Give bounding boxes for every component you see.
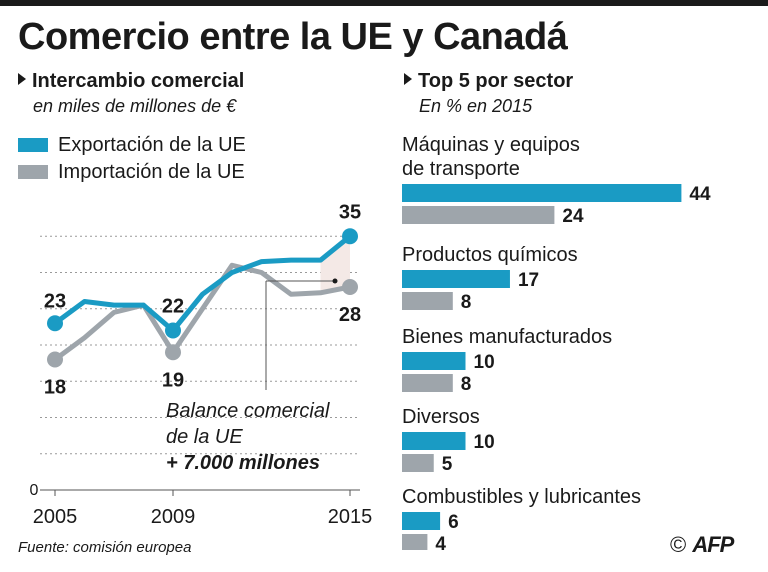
import-value-label: 18	[44, 377, 66, 399]
category-label: Máquinas y equipos	[402, 134, 580, 156]
import-bar	[402, 374, 453, 392]
export-bar	[402, 352, 466, 370]
category-label: Bienes manufacturados	[402, 326, 612, 348]
export-bar	[402, 270, 510, 288]
annotation-line2: de la UE	[166, 426, 243, 448]
export-value-label: 23	[44, 290, 66, 312]
export-bar	[402, 432, 466, 450]
page-title: Comercio entre la UE y Canadá	[18, 16, 568, 58]
import-point	[342, 279, 358, 295]
export-bar-value: 10	[474, 432, 495, 453]
import-bar-value: 4	[435, 534, 446, 550]
x-tick-label: 2015	[328, 506, 373, 528]
category-label-line2: de transporte	[402, 158, 520, 180]
annotation-line3: + 7.000 millones	[166, 452, 320, 474]
top-bar	[0, 0, 768, 6]
source-note: Fuente: comisión europea	[18, 539, 192, 556]
export-bar	[402, 512, 441, 530]
legend-export: Exportación de la UE	[18, 132, 246, 158]
y-tick-label: 0	[30, 482, 39, 499]
bar-chart-subheading: En % en 2015	[419, 96, 533, 116]
export-bar-value: 17	[518, 270, 539, 291]
line-chart-subheading: en miles de millones de €	[33, 96, 237, 116]
import-bar-value: 8	[461, 292, 472, 313]
category-label: Combustibles y lubricantes	[402, 486, 641, 508]
legend-swatch-import	[18, 165, 48, 179]
export-point	[342, 228, 358, 245]
legend-swatch-export	[18, 138, 48, 152]
triangle-icon	[18, 73, 26, 85]
import-bar	[402, 454, 434, 472]
import-value-label: 19	[162, 369, 184, 391]
import-bar-value: 24	[562, 206, 584, 227]
export-line	[53, 234, 352, 333]
import-bar-value: 5	[442, 454, 453, 475]
line-chart-heading-text: Intercambio comercial	[32, 70, 245, 92]
copyright-symbol: ©	[670, 532, 687, 557]
import-point	[47, 351, 63, 368]
import-bar	[402, 206, 555, 224]
legend-import: Importación de la UE	[18, 159, 245, 185]
import-bar	[402, 292, 453, 310]
line-chart: 2005 2009 2015 0 23 22 35 18 19 28 Balance comer…	[30, 201, 373, 528]
category-label: Productos químicos	[402, 244, 578, 266]
export-bar-value: 10	[474, 352, 495, 373]
import-value-label: 28	[339, 304, 361, 326]
export-point	[165, 322, 181, 339]
bar-chart-heading-text: Top 5 por sector	[418, 70, 574, 92]
triangle-icon	[404, 73, 412, 85]
balance-area	[320, 236, 350, 293]
export-point	[47, 315, 63, 332]
credit: © AFP	[670, 532, 734, 558]
export-bar-value: 6	[448, 512, 459, 533]
export-value-label: 35	[339, 201, 361, 223]
afp-logo: AFP	[692, 532, 734, 557]
bar-chart-heading: Top 5 por sector	[404, 70, 573, 93]
category-label: Diversos	[402, 406, 480, 428]
import-point	[165, 344, 181, 361]
legend-label-export: Exportación de la UE	[58, 133, 246, 156]
export-bar-value: 44	[689, 184, 711, 205]
annotation-dot	[332, 278, 338, 284]
import-line	[53, 262, 351, 362]
legend-label-import: Importación de la UE	[58, 160, 245, 183]
line-chart-heading: Intercambio comercial	[18, 70, 244, 93]
import-bar-value: 8	[461, 374, 472, 395]
import-bar	[402, 534, 428, 550]
annotation-line1: Balance comercial	[166, 400, 330, 422]
export-bar	[402, 184, 682, 202]
x-tick-label: 2009	[151, 506, 196, 528]
x-tick-label: 2005	[33, 506, 78, 528]
export-value-label: 22	[162, 296, 184, 318]
